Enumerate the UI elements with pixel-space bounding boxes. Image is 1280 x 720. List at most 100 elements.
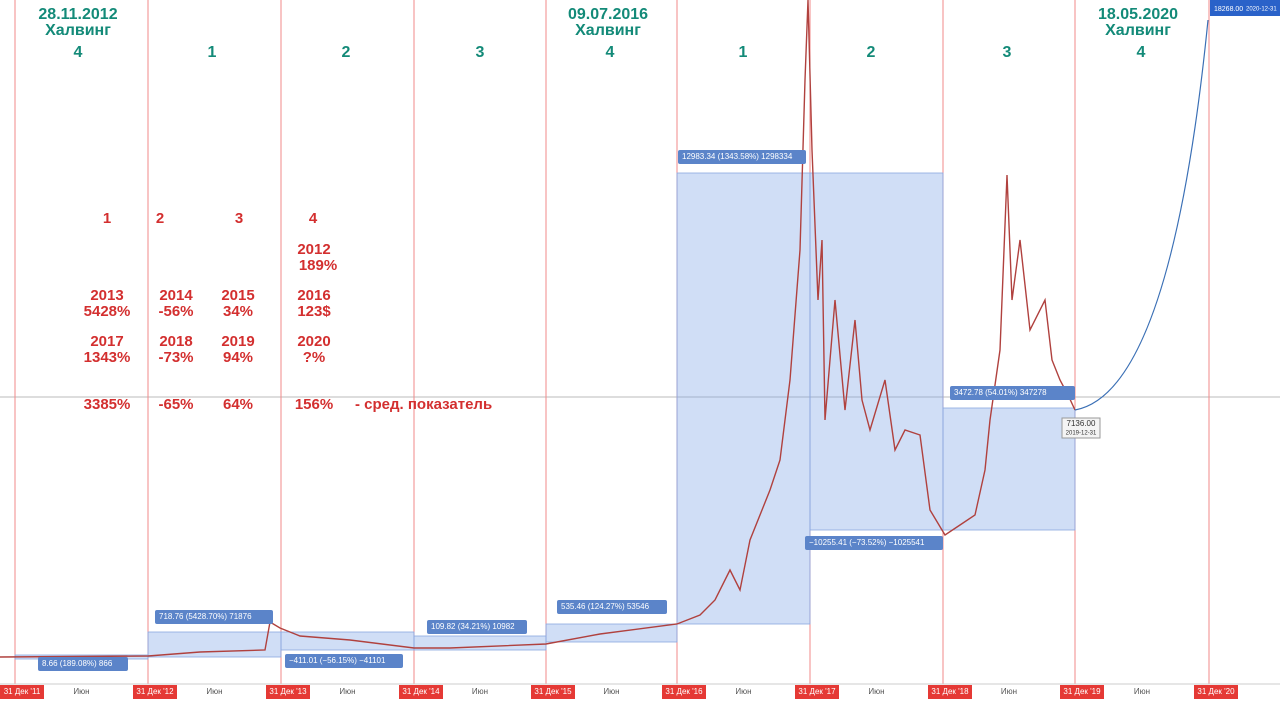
table-cell: 2015 xyxy=(221,287,254,304)
table-cell: 2018 xyxy=(159,333,192,350)
measure-label: 3472.78 (54.01%) 347278 xyxy=(954,388,1047,397)
measure-label-bg xyxy=(678,150,806,164)
measure-label: 535.46 (124.27%) 53546 xyxy=(561,602,650,611)
x-tick-bg xyxy=(795,685,839,699)
halving-label: Халвинг xyxy=(575,22,641,39)
table-cell: 94% xyxy=(223,349,253,366)
measure-label-bg xyxy=(155,610,273,624)
table-header: 4 xyxy=(309,210,318,227)
price-label: 7136.00 xyxy=(1067,419,1096,428)
table-cell: ?% xyxy=(303,349,326,366)
measure-label-bg xyxy=(805,536,943,550)
measure-label: 109.82 (34.21%) 10982 xyxy=(431,622,515,631)
halving-date: 18.05.2020 xyxy=(1098,6,1178,23)
measure-box xyxy=(147,631,282,658)
halving-label: Халвинг xyxy=(1105,22,1171,39)
table-cell: 123$ xyxy=(297,303,331,320)
price-date: 2019-12-31 xyxy=(1066,431,1097,437)
x-tick-bg xyxy=(531,685,575,699)
table-header: 3 xyxy=(235,210,243,227)
phase-number: 1 xyxy=(208,44,217,61)
phase-number: 2 xyxy=(342,44,351,61)
table-header: 2 xyxy=(156,210,164,227)
table-cell: 2014 xyxy=(159,287,193,304)
table-cell: 3385% xyxy=(84,396,131,413)
x-tick-bg xyxy=(0,685,44,699)
table-cell: 64% xyxy=(223,396,253,413)
x-tick-label: 31 Дек '18 xyxy=(931,687,969,696)
table-cell: 156% xyxy=(295,396,333,413)
x-tick-label: 31 Дек '16 xyxy=(665,687,703,696)
measure-box xyxy=(280,631,415,651)
measure-box xyxy=(676,172,811,625)
target-label: 18268.00 xyxy=(1214,6,1243,13)
halving-label: Халвинг xyxy=(45,22,111,39)
table-cell: 2012 xyxy=(297,241,330,258)
halving-date: 09.07.2016 xyxy=(568,6,648,23)
table-cell: 1343% xyxy=(84,349,131,366)
table-cell: -73% xyxy=(158,349,193,366)
x-tick-label: 31 Дек '17 xyxy=(798,687,836,696)
measure-label: −10255.41 (−73.52%) −1025541 xyxy=(809,538,925,547)
table-cell: 2016 xyxy=(297,287,330,304)
target-date: 2020-12-31 xyxy=(1246,7,1277,13)
x-tick-label: 31 Дек '20 xyxy=(1197,687,1235,696)
x-tick-label: 31 Дек '13 xyxy=(269,687,307,696)
table-cell: 2020 xyxy=(297,333,330,350)
phase-number: 4 xyxy=(1137,44,1146,61)
x-tick-label: Июн xyxy=(206,687,222,696)
x-tick-bg xyxy=(1194,685,1238,699)
phase-number: 2 xyxy=(867,44,876,61)
x-tick-bg xyxy=(1060,685,1104,699)
measure-label: 718.76 (5428.70%) 71876 xyxy=(159,612,252,621)
phase-number: 3 xyxy=(476,44,485,61)
x-tick-bg xyxy=(133,685,177,699)
x-tick-label: Июн xyxy=(339,687,355,696)
x-tick-label: 31 Дек '14 xyxy=(402,687,440,696)
table-cell: -65% xyxy=(158,396,193,413)
phase-number: 4 xyxy=(74,44,83,61)
table-cell: 34% xyxy=(223,303,253,320)
measure-label-bg xyxy=(950,386,1075,400)
measure-label: 12983.34 (1343.58%) 1298334 xyxy=(682,152,793,161)
x-tick-label: Июн xyxy=(1001,687,1017,696)
x-tick-label: Июн xyxy=(472,687,488,696)
measure-label: 8.66 (189.08%) 866 xyxy=(42,659,113,668)
phase-number: 3 xyxy=(1003,44,1012,61)
measure-label-bg xyxy=(38,657,128,671)
projection-curve xyxy=(1074,19,1209,411)
x-tick-label: Июн xyxy=(73,687,89,696)
table-header: 1 xyxy=(103,210,111,227)
measure-label-bg xyxy=(285,654,403,668)
halving-date: 28.11.2012 xyxy=(38,6,117,23)
table-cell: 2017 xyxy=(90,333,123,350)
x-tick-label: 31 Дек '19 xyxy=(1063,687,1101,696)
x-tick-bg xyxy=(266,685,310,699)
measure-box xyxy=(809,172,944,531)
x-tick-bg xyxy=(928,685,972,699)
x-tick-bg xyxy=(662,685,706,699)
measure-label-bg xyxy=(427,620,527,634)
x-tick-label: Июн xyxy=(735,687,751,696)
x-tick-label: Июн xyxy=(603,687,619,696)
table-cell: 2019 xyxy=(221,333,254,350)
table-note: - сред. показатель xyxy=(355,396,492,413)
table-cell: -56% xyxy=(158,303,193,320)
phase-number: 1 xyxy=(739,44,748,61)
x-tick-label: 31 Дек '12 xyxy=(136,687,174,696)
x-tick-bg xyxy=(399,685,443,699)
phase-number: 4 xyxy=(606,44,615,61)
x-tick-label: 31 Дек '15 xyxy=(534,687,572,696)
table-cell: 2013 xyxy=(90,287,123,304)
measure-label-bg xyxy=(557,600,667,614)
x-tick-label: Июн xyxy=(1134,687,1150,696)
table-cell: 5428% xyxy=(84,303,131,320)
measure-box xyxy=(413,635,547,651)
x-tick-label: 31 Дек '11 xyxy=(4,687,41,696)
measure-label: −411.01 (−56.15%) −41101 xyxy=(289,656,386,665)
price-line xyxy=(0,0,1076,658)
x-tick-label: Июн xyxy=(868,687,884,696)
table-cell: 189% xyxy=(299,257,337,274)
